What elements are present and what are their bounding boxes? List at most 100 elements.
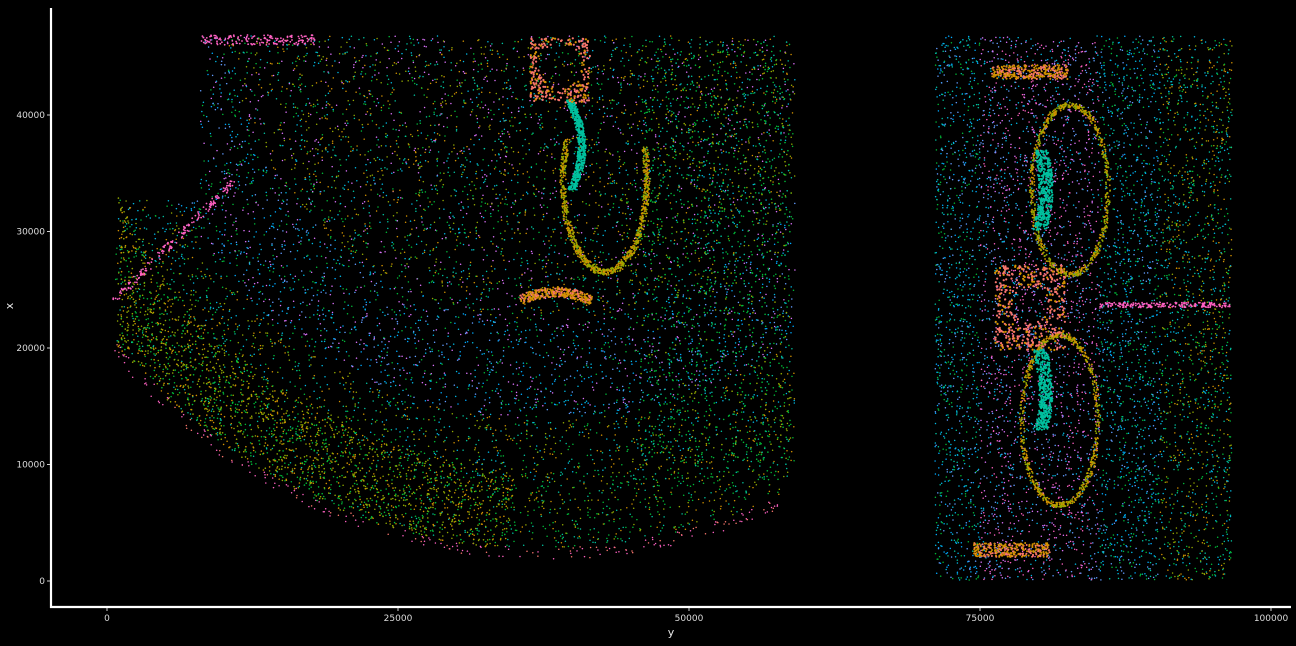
cell-point bbox=[425, 45, 427, 48]
cell-point bbox=[416, 123, 418, 125]
cell-point bbox=[176, 251, 178, 253]
cell-point bbox=[380, 106, 383, 109]
cell-point bbox=[518, 340, 520, 343]
cell-point bbox=[676, 335, 679, 338]
cell-point bbox=[532, 406, 535, 409]
cell-point bbox=[659, 243, 661, 246]
cell-point bbox=[691, 351, 693, 353]
cell-point bbox=[714, 386, 717, 388]
cell-point bbox=[690, 253, 693, 255]
cell-point bbox=[732, 484, 735, 487]
cell-point bbox=[361, 123, 364, 126]
cell-point bbox=[269, 305, 272, 307]
cell-point bbox=[772, 299, 774, 301]
cell-point bbox=[740, 394, 742, 396]
cell-point bbox=[200, 178, 203, 181]
cell-point bbox=[395, 227, 398, 230]
cell-point bbox=[680, 203, 683, 205]
cell-point bbox=[725, 306, 728, 309]
cell-point bbox=[748, 142, 750, 144]
cell-point bbox=[583, 435, 585, 437]
cell-point bbox=[776, 191, 778, 194]
cell-point bbox=[294, 416, 296, 419]
cell-point bbox=[676, 531, 679, 533]
cell-point bbox=[642, 180, 644, 182]
cell-point bbox=[585, 117, 587, 120]
cell-point bbox=[306, 411, 308, 413]
cell-point bbox=[570, 354, 573, 356]
cell-point bbox=[388, 35, 390, 38]
cell-point bbox=[316, 452, 318, 454]
cell-point bbox=[506, 203, 508, 206]
cell-point bbox=[632, 328, 635, 330]
cell-point bbox=[355, 341, 358, 344]
cell-point bbox=[464, 157, 467, 159]
cell-point bbox=[724, 394, 726, 397]
cell-point bbox=[414, 66, 417, 68]
cell-point bbox=[502, 112, 505, 115]
cell-point bbox=[757, 377, 760, 380]
cell-point bbox=[474, 424, 476, 427]
cell-point bbox=[238, 58, 240, 60]
cell-point bbox=[280, 90, 283, 92]
cell-point bbox=[623, 231, 625, 234]
cell-point bbox=[602, 489, 604, 492]
cell-point bbox=[477, 474, 479, 476]
cell-point bbox=[429, 387, 432, 390]
cell-point bbox=[738, 212, 741, 214]
cell-point bbox=[245, 284, 247, 287]
cell-point bbox=[439, 114, 441, 116]
cell-point bbox=[486, 59, 489, 62]
cell-point bbox=[607, 78, 609, 80]
cell-point bbox=[472, 76, 474, 79]
cell-point bbox=[343, 308, 345, 310]
cell-point bbox=[520, 38, 523, 41]
cell-point bbox=[276, 73, 279, 76]
cell-point bbox=[588, 347, 591, 349]
cell-point bbox=[779, 231, 782, 233]
cell-point bbox=[667, 469, 669, 471]
cell-point bbox=[625, 549, 627, 551]
cell-point bbox=[224, 436, 226, 439]
cell-point bbox=[780, 306, 782, 308]
cell-point bbox=[252, 210, 255, 213]
cell-point bbox=[723, 356, 725, 358]
cell-point bbox=[724, 173, 727, 176]
cell-point bbox=[467, 304, 469, 306]
cell-point bbox=[362, 207, 365, 209]
cell-point bbox=[590, 84, 593, 86]
cell-point bbox=[618, 359, 621, 362]
cell-point bbox=[502, 461, 505, 464]
cell-point bbox=[651, 398, 654, 400]
cell-point bbox=[742, 481, 744, 484]
cell-point bbox=[345, 170, 348, 172]
cell-point bbox=[393, 287, 396, 290]
cell-point bbox=[354, 263, 357, 266]
cell-point bbox=[708, 143, 711, 146]
cell-point bbox=[414, 355, 417, 358]
cell-point bbox=[208, 409, 210, 411]
cell-point bbox=[688, 523, 691, 525]
cell-point bbox=[759, 175, 762, 177]
cell-point bbox=[781, 63, 783, 65]
cell-point bbox=[459, 84, 461, 86]
cell-point bbox=[524, 329, 527, 332]
cell-point bbox=[476, 461, 479, 464]
cell-point bbox=[644, 265, 647, 268]
cell-point bbox=[360, 364, 362, 367]
cell-point bbox=[627, 123, 629, 125]
cell-point bbox=[656, 223, 659, 226]
cell-point bbox=[444, 327, 447, 330]
cell-point bbox=[778, 85, 781, 88]
cell-point bbox=[144, 377, 146, 380]
cell-point bbox=[611, 55, 613, 58]
cell-point bbox=[617, 310, 620, 312]
cell-point bbox=[229, 251, 231, 254]
cell-point bbox=[405, 70, 407, 72]
cell-point bbox=[518, 366, 521, 369]
cell-point bbox=[730, 310, 733, 312]
cell-point bbox=[451, 413, 454, 415]
cell-point bbox=[762, 353, 764, 356]
cell-point bbox=[318, 54, 321, 57]
cell-point bbox=[662, 500, 665, 502]
